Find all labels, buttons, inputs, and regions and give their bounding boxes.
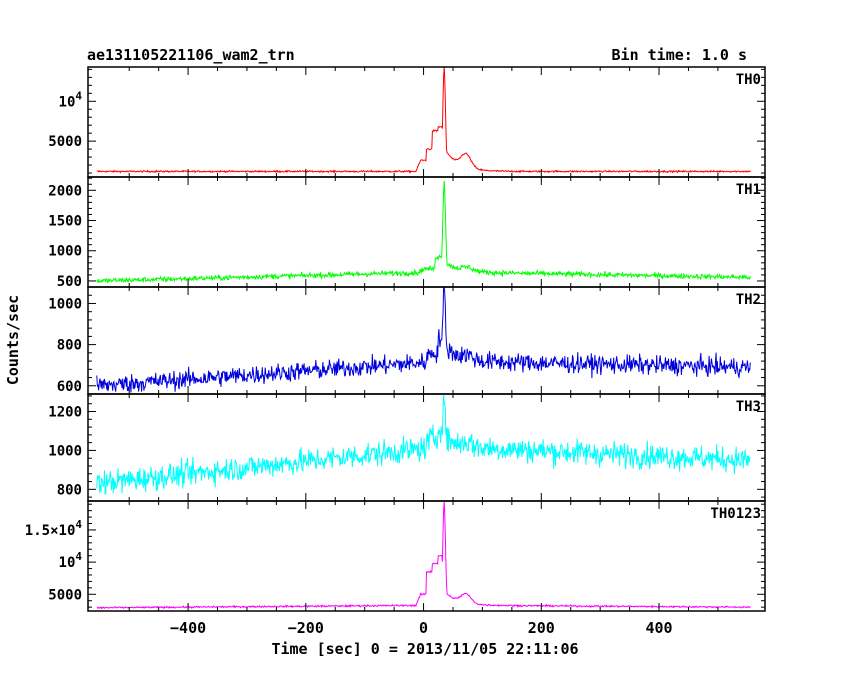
y-tick-label: 1.5×104 bbox=[25, 518, 83, 539]
y-tick-label: 800 bbox=[57, 338, 82, 354]
y-tick-label-mantissa: 1.5×10 bbox=[25, 523, 76, 539]
series-line-th0123 bbox=[96, 501, 751, 610]
y-tick-label-mantissa: 500 bbox=[57, 274, 82, 290]
panel-frame bbox=[87, 500, 766, 612]
y-tick-label-mantissa: 800 bbox=[57, 338, 82, 354]
y-tick-label: 1000 bbox=[48, 443, 82, 459]
y-tick-label: 2000 bbox=[48, 183, 82, 199]
y-tick-label: 1200 bbox=[48, 405, 82, 421]
x-tick-label: −400 bbox=[170, 619, 206, 637]
y-tick-label-mantissa: 600 bbox=[57, 379, 82, 395]
y-tick-label-exponent: 4 bbox=[75, 550, 82, 563]
panel-label-th0: TH0 bbox=[736, 72, 761, 88]
y-tick-label-mantissa: 5000 bbox=[48, 587, 82, 603]
y-tick-label-mantissa: 2000 bbox=[48, 183, 82, 199]
bin-time-label: Bin time: 1.0 s bbox=[612, 46, 747, 64]
y-tick-label-mantissa: 1000 bbox=[48, 443, 82, 459]
series-line-th1 bbox=[96, 180, 751, 284]
chart-title: ae131105221106_wam2_trn bbox=[87, 46, 295, 64]
y-tick-label: 5000 bbox=[48, 587, 82, 603]
y-tick-label: 600 bbox=[57, 379, 82, 395]
y-tick-label-mantissa: 1500 bbox=[48, 214, 82, 230]
y-tick-label-mantissa: 5000 bbox=[48, 134, 82, 150]
y-tick-label-mantissa: 800 bbox=[57, 482, 82, 498]
panel-label-th1: TH1 bbox=[736, 182, 761, 198]
panel-frame bbox=[87, 66, 766, 178]
y-tick-label-mantissa: 10 bbox=[59, 555, 76, 571]
y-tick-label: 104 bbox=[59, 550, 83, 571]
y-tick-label-mantissa: 10 bbox=[59, 94, 76, 110]
x-tick-label: 0 bbox=[419, 619, 428, 637]
y-tick-label: 5000 bbox=[48, 134, 82, 150]
series-line-th2 bbox=[96, 286, 751, 393]
y-tick-label-mantissa: 1000 bbox=[48, 296, 82, 312]
panel-th1: 500 1000 1500 2000 TH1 bbox=[48, 176, 766, 290]
series-line-th3 bbox=[96, 393, 751, 495]
y-tick-label-exponent: 4 bbox=[75, 89, 82, 102]
y-tick-label: 500 bbox=[57, 274, 82, 290]
y-tick-label: 800 bbox=[57, 482, 82, 498]
panel-label-th0123: TH0123 bbox=[710, 506, 761, 522]
series-line-th0 bbox=[96, 66, 751, 174]
x-tick-label: 400 bbox=[645, 619, 672, 637]
panel-label-th2: TH2 bbox=[736, 292, 761, 308]
panel-frame bbox=[87, 176, 766, 288]
panel-th3: 800 1000 1200 TH3 bbox=[48, 393, 766, 502]
x-tick-label: −200 bbox=[288, 619, 324, 637]
y-tick-label-exponent: 4 bbox=[75, 518, 82, 531]
y-tick-label: 1500 bbox=[48, 214, 82, 230]
x-tick-label: 200 bbox=[528, 619, 555, 637]
panel-th2: 600 800 1000 TH2 bbox=[48, 286, 766, 395]
y-axis-label: Counts/sec bbox=[4, 295, 22, 385]
x-axis: −400 −200 0 200 400 bbox=[170, 619, 673, 637]
y-tick-label: 1000 bbox=[48, 296, 82, 312]
y-tick-label: 1000 bbox=[48, 244, 82, 260]
y-tick-label: 104 bbox=[59, 89, 83, 110]
y-tick-label-mantissa: 1200 bbox=[48, 405, 82, 421]
y-tick-label-mantissa: 1000 bbox=[48, 244, 82, 260]
panel-label-th3: TH3 bbox=[736, 399, 761, 415]
x-axis-label: Time [sec] 0 = 2013/11/05 22:11:06 bbox=[271, 640, 578, 658]
panel-th0: 5000 104 TH0 bbox=[48, 66, 766, 178]
